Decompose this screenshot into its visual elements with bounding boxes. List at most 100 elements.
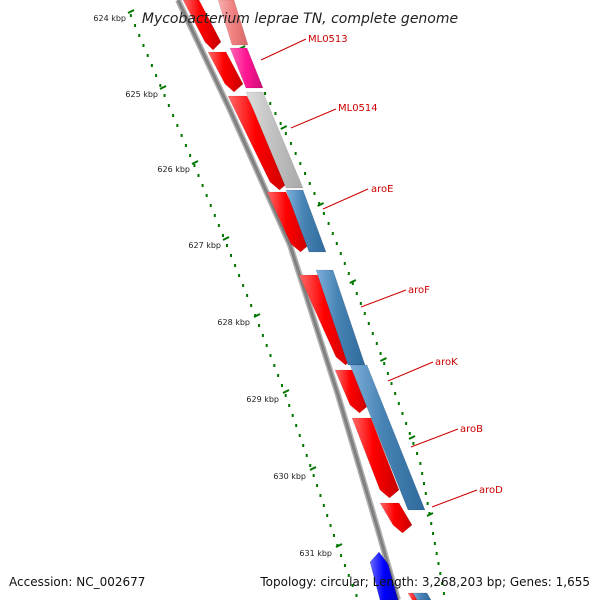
axis-dot: [155, 74, 158, 77]
axis-dot: [329, 524, 332, 527]
axis-dot: [176, 124, 179, 127]
outer-dot: [401, 412, 404, 415]
outer-dot: [327, 222, 330, 225]
major-tick-mark: [335, 543, 343, 548]
axis-dot: [305, 454, 308, 457]
axis-dot: [134, 24, 137, 27]
gene-red-4: [266, 191, 311, 253]
axis-dot: [159, 84, 162, 87]
topology-text: Topology: circular; Length: 3,268,203 bp…: [260, 575, 590, 589]
axis-dot: [209, 204, 212, 207]
gene-label-ml0514: ML0514: [338, 103, 378, 114]
outer-tick-mark: [349, 279, 357, 284]
outer-dot: [363, 312, 366, 315]
gene-label-arof: aroF: [408, 285, 430, 296]
outer-tick-mark: [280, 125, 288, 130]
outer-dot: [386, 372, 389, 375]
axis-tick-dots: [127, 9, 358, 597]
outer-dot: [419, 462, 422, 465]
axis-dot: [332, 534, 335, 537]
outer-dot: [308, 182, 311, 185]
gene-grey: [245, 91, 304, 189]
major-tick-mark: [127, 9, 135, 14]
axis-dot: [129, 14, 132, 17]
major-tick-mark: [159, 85, 167, 90]
axis-dot: [343, 564, 346, 567]
axis-dot: [150, 64, 153, 67]
gene-blue-1: [285, 189, 327, 253]
axis-dot: [172, 114, 175, 117]
tick-label-626: 626 kbp: [157, 165, 190, 174]
axis-dot: [230, 254, 233, 257]
outer-dot: [408, 432, 411, 435]
axis-dot: [298, 434, 301, 437]
axis-dot: [221, 234, 224, 237]
outer-dot: [335, 242, 338, 245]
outer-dot: [367, 322, 370, 325]
axis-dot: [238, 274, 241, 277]
axis-dot: [277, 374, 280, 377]
outer-dot: [264, 92, 267, 95]
axis-dot: [312, 474, 315, 477]
outer-tick-mark: [426, 512, 434, 517]
axis-dot: [347, 574, 350, 577]
outer-dot: [424, 492, 427, 495]
axis-dot: [265, 344, 268, 347]
axis-dot: [201, 184, 204, 187]
outer-dot: [279, 122, 282, 125]
outer-dot: [394, 392, 397, 395]
axis-dot: [261, 334, 264, 337]
outer-dot: [289, 142, 292, 145]
gene-blue-3: [349, 364, 426, 511]
outer-dot: [343, 262, 346, 265]
axis-dot: [242, 284, 245, 287]
outer-tick-mark: [317, 202, 325, 207]
axis-dot: [217, 224, 220, 227]
outer-dot: [284, 132, 287, 135]
outer-dot: [318, 202, 321, 205]
gene-label-aroe: aroE: [371, 184, 393, 195]
tick-label-628: 628 kbp: [217, 318, 250, 327]
outer-tick-mark: [408, 435, 416, 440]
outer-dot: [269, 102, 272, 105]
outer-dot: [435, 552, 438, 555]
tick-label-631: 631 kbp: [299, 549, 332, 558]
gene-red-6: [334, 369, 370, 414]
axis-dot: [258, 324, 261, 327]
tick-label-629: 629 kbp: [246, 395, 279, 404]
outer-dot: [441, 582, 444, 585]
label-leader-line: [387, 361, 434, 382]
outer-dot: [371, 332, 374, 335]
map-title: Mycobacterium leprae TN, complete genome: [142, 11, 458, 27]
gene-red-7: [351, 417, 400, 499]
outer-dot: [432, 532, 435, 535]
gene-label-arod: aroD: [479, 485, 503, 496]
genome-backbone: [175, 0, 401, 600]
outer-dot: [313, 192, 316, 195]
axis-dot: [273, 364, 276, 367]
gene-label-arok: aroK: [435, 357, 458, 368]
outer-dot: [274, 112, 277, 115]
gene-red-2: [207, 51, 244, 93]
outer-dot: [339, 252, 342, 255]
axis-dot: [316, 484, 319, 487]
outer-dot: [379, 352, 382, 355]
axis-dot: [322, 504, 325, 507]
outer-dot: [351, 282, 354, 285]
gene-pink: [229, 47, 264, 89]
backbone-shadow: [175, 0, 401, 600]
axis-dot: [309, 464, 312, 467]
gene-lightred: [217, 0, 249, 46]
outer-dot: [439, 572, 442, 575]
outer-dot: [428, 512, 431, 515]
outer-dot: [355, 292, 358, 295]
axis-dot: [351, 584, 354, 587]
outer-dot: [416, 452, 419, 455]
gene-blue-4: [412, 592, 432, 600]
label-leader-line: [431, 489, 478, 508]
axis-dot: [226, 244, 229, 247]
axis-dot: [319, 494, 322, 497]
outer-dot: [375, 342, 378, 345]
axis-dot: [193, 164, 196, 167]
